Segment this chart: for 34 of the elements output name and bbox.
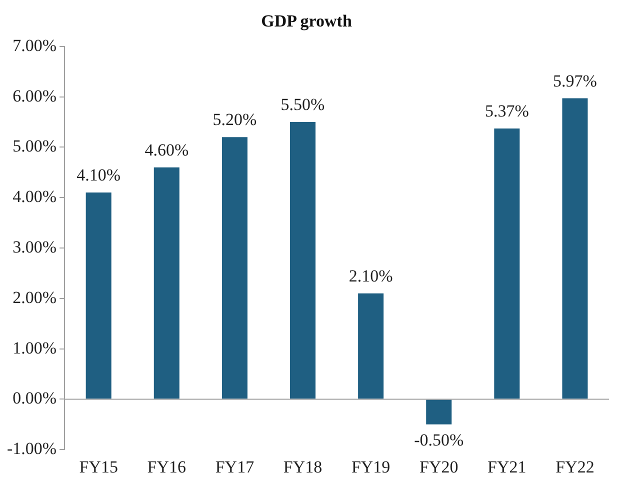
y-tick-label: 7.00%	[12, 36, 57, 55]
chart-title: GDP growth	[261, 12, 352, 31]
bar	[562, 98, 588, 399]
x-tick-label: FY17	[215, 457, 255, 476]
bar	[290, 122, 316, 399]
data-label: 5.97%	[553, 71, 597, 90]
data-label: 4.10%	[76, 166, 121, 185]
y-tick-label: 0.00%	[12, 388, 57, 408]
bar	[154, 167, 180, 399]
data-label: 2.10%	[348, 266, 393, 286]
y-tick-label: -1.00%	[6, 439, 57, 458]
y-tick-label: 5.00%	[12, 136, 57, 156]
bar	[222, 137, 248, 399]
x-tick-label: FY21	[488, 457, 526, 476]
bar	[494, 128, 520, 399]
data-label: 5.20%	[212, 110, 257, 130]
bar	[86, 192, 112, 399]
x-tick-label: FY19	[351, 457, 390, 476]
y-tick-label: 2.00%	[12, 288, 57, 307]
data-label: 5.50%	[280, 94, 325, 114]
data-label: 4.60%	[144, 140, 189, 160]
x-tick-label: FY18	[283, 457, 322, 476]
data-label: -0.50%	[414, 430, 464, 450]
bar	[426, 400, 452, 424]
data-label: 5.37%	[484, 102, 529, 121]
x-tick-label: FY22	[556, 457, 594, 476]
y-tick-label: 6.00%	[12, 86, 57, 106]
bar	[358, 293, 384, 399]
x-tick-label: FY16	[147, 457, 186, 476]
y-tick-label: 3.00%	[12, 237, 57, 256]
x-tick-label: FY15	[79, 457, 118, 476]
y-tick-label: 4.00%	[12, 187, 57, 206]
y-tick-label: 1.00%	[12, 338, 57, 358]
x-tick-label: FY20	[420, 457, 458, 476]
